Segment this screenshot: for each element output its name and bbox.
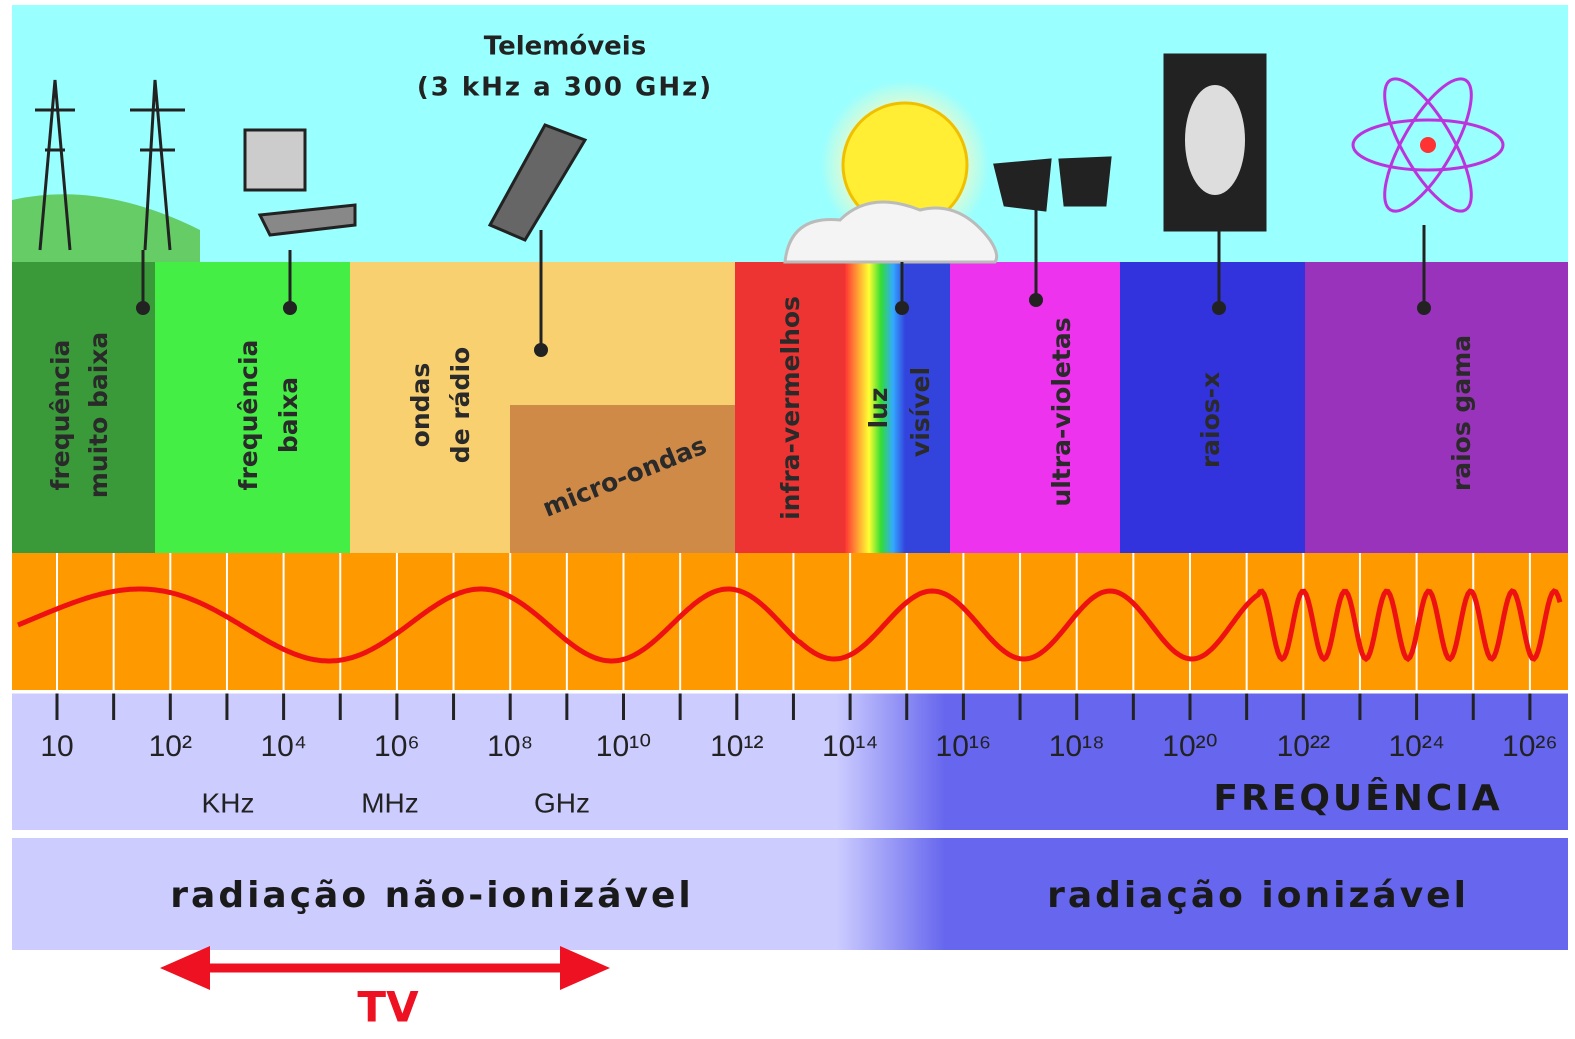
wave-grid [56,553,1531,690]
phone [487,123,588,242]
band-micro [510,405,735,554]
phones-title: Telemóveis [484,32,646,62]
tick-label: 10 [40,730,73,763]
tv-label: TV [357,983,419,1032]
tick-label: 10¹⁶ [936,730,992,763]
computer [243,128,307,192]
tick-label: 10⁶ [374,730,420,763]
tv-arrowheads [160,946,610,990]
pointers [141,205,1426,350]
towers [35,79,185,251]
tick-label: 10⁴ [260,730,306,763]
radiation-label: radiação ionizável [1047,875,1469,916]
tick-label: 10²² [1277,730,1330,763]
atom [1351,77,1505,213]
band-xray [1120,262,1305,554]
tick-label: 10² [149,730,192,763]
band-label: infra-vermelhos [776,296,805,520]
cloud [783,200,999,264]
axis-title: FREQUÊNCIA [1213,777,1502,819]
unit-label: GHz [534,787,590,818]
glasses [993,156,1112,212]
tick-label: 10²⁰ [1162,730,1217,763]
tick-label: 10¹⁸ [1049,730,1105,763]
tick-label: 10¹⁰ [596,730,651,763]
pointer-dots [136,293,1431,357]
band-uv [950,262,1120,554]
band-label: muito baixa [84,332,113,499]
hill [12,194,200,263]
band-label: raios gama [1447,335,1476,491]
band-label: ultra-violetas [1047,317,1076,506]
tick-label: 10¹⁴ [822,730,878,763]
wave-band [12,553,1568,690]
phones-range: (3 kHz a 300 GHz) [417,73,713,103]
band-label: raios-x [1196,372,1225,468]
bands [12,262,1568,554]
frequency-axis: 10 10² 10⁴ 10⁶ 10⁸ 10¹⁰ 10¹² 10¹⁴ 10¹⁶ 10¹⁸ 10²⁰ 10… [12,690,1568,763]
band-label: visível [906,367,935,457]
frequency-axis-bg [12,692,1568,830]
band-lf [155,262,355,554]
band-label: frequência [46,340,75,491]
band-label: luz [864,388,893,429]
band-visible-blue [905,262,950,554]
tick-label: 10²⁶ [1502,730,1558,763]
band-label: frequência [234,340,263,491]
band-gamma [1305,262,1568,554]
keyboard [257,203,357,237]
band-label: baixa [274,377,303,453]
band-visible [845,262,905,554]
radiation-label: radiação não-ionizável [170,875,693,916]
band-ir [735,262,845,554]
radiation-bg [12,838,1568,950]
ribs [1185,85,1245,195]
tick-label: 10²⁴ [1388,730,1444,763]
band-label: ondas [406,363,435,448]
unit-label: MHz [361,787,419,818]
band-label: de rádio [446,347,475,463]
tick-label: 10⁸ [487,730,533,763]
unit-label: KHz [202,787,255,818]
wave [17,586,1563,664]
icons [35,53,1505,357]
tick-label: 10¹² [710,730,763,763]
